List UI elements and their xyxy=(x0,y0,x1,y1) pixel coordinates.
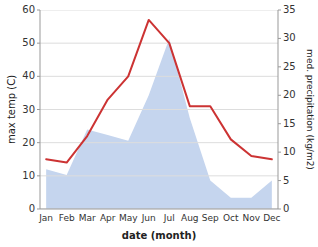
y2-tick-label: 30 xyxy=(283,32,296,43)
x-tick-label: Sep xyxy=(202,213,219,223)
x-tick-label: Aug xyxy=(181,213,199,223)
y2-tick xyxy=(278,209,281,210)
y-tick-label: 30 xyxy=(22,104,35,115)
y-tick-label: 40 xyxy=(22,70,35,81)
y2-tick xyxy=(278,180,281,181)
y-tick-label: 60 xyxy=(22,4,35,15)
y2-tick-label: 25 xyxy=(283,61,296,72)
x-tick-label: Dec xyxy=(263,213,280,223)
y2-tick xyxy=(278,66,281,67)
grid-line xyxy=(40,109,278,110)
x-axis-label: date (month) xyxy=(122,230,196,241)
y-tick xyxy=(37,109,40,110)
y2-axis-label: med. precipitation (kg/m2) xyxy=(305,49,315,170)
x-tick-label: May xyxy=(119,213,138,223)
x-tick-label: Jan xyxy=(38,213,53,223)
grid-line xyxy=(40,142,278,143)
x-tick-label: Nov xyxy=(243,213,261,223)
y-tick xyxy=(37,76,40,77)
axes: 0 10 20 30 40 50 60 0 5 10 15 20 25 30 35 Jan Feb Mar AprM… xyxy=(22,4,295,223)
x-axis-line xyxy=(40,209,278,210)
y2-tick-label: 5 xyxy=(283,175,289,186)
y2-tick xyxy=(278,123,281,124)
y2-tick-label: 35 xyxy=(283,4,296,15)
area xyxy=(46,38,272,209)
y-tick xyxy=(37,142,40,143)
chart-container: 0 10 20 30 40 50 60 0 5 10 15 20 25 30 35 Jan Feb Mar AprM… xyxy=(0,0,318,247)
y-tick xyxy=(37,209,40,210)
x-tick-label: Feb xyxy=(59,213,75,223)
y2-tick-label: 20 xyxy=(283,89,296,100)
y2-tick xyxy=(278,95,281,96)
y2-tick-label: 0 xyxy=(283,203,289,214)
x-tick-label: Jun xyxy=(141,213,156,223)
y-tick-label: 50 xyxy=(22,37,35,48)
grid-line xyxy=(40,175,278,176)
y-tick xyxy=(37,175,40,176)
y2-tick xyxy=(278,38,281,39)
y-tick-label: 20 xyxy=(22,137,35,148)
y-tick xyxy=(37,43,40,44)
grid xyxy=(40,10,278,209)
line xyxy=(46,20,272,163)
x-tick-label: Mar xyxy=(79,213,96,223)
x-tick-label: Apr xyxy=(100,213,116,223)
y-tick xyxy=(37,10,40,11)
grid-line xyxy=(40,43,278,44)
grid-line xyxy=(40,76,278,77)
grid-line xyxy=(40,209,278,210)
plot-area xyxy=(40,10,278,209)
y2-tick-label: 10 xyxy=(283,146,296,157)
x-tick-label: Jul xyxy=(163,213,175,223)
grid-line xyxy=(40,10,278,11)
y-tick-label: 10 xyxy=(22,170,35,181)
y-axis-label: max temp (C) xyxy=(6,75,17,144)
y-tick-label: 0 xyxy=(29,203,35,214)
y2-tick-label: 15 xyxy=(283,118,296,129)
y2-tick xyxy=(278,152,281,153)
chart: 0 10 20 30 40 50 60 0 5 10 15 20 25 30 35 Jan Feb Mar AprM… xyxy=(0,0,318,247)
y2-axis-line xyxy=(278,10,279,209)
y2-tick xyxy=(278,10,281,11)
x-tick-label: Oct xyxy=(223,213,239,223)
